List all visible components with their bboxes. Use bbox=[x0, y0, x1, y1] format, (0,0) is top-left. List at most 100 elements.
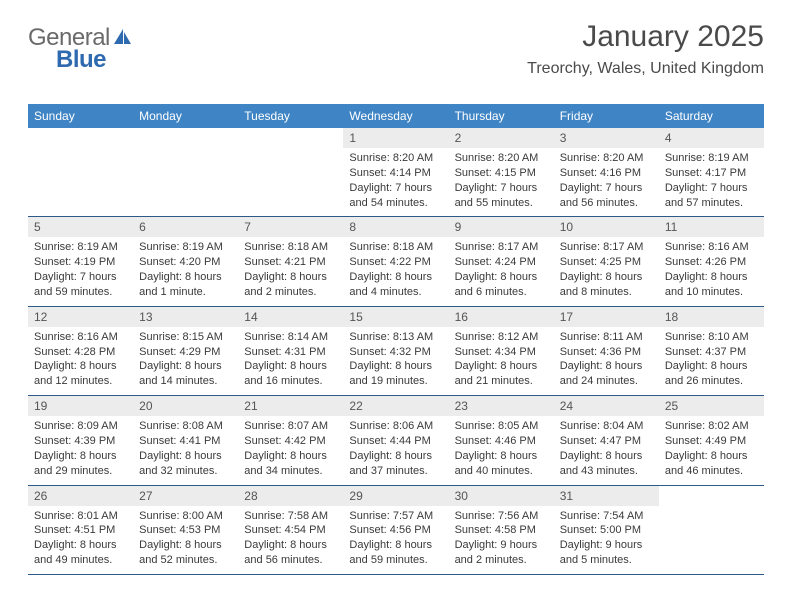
daylight-text: Daylight: 8 hours and 4 minutes. bbox=[349, 270, 442, 300]
day-details: Sunrise: 8:07 AMSunset: 4:42 PMDaylight:… bbox=[238, 416, 343, 484]
day-number: 21 bbox=[238, 396, 343, 416]
calendar-day-cell: 27Sunrise: 8:00 AMSunset: 4:53 PMDayligh… bbox=[133, 485, 238, 574]
calendar-day-cell bbox=[133, 128, 238, 217]
sunset-text: Sunset: 4:44 PM bbox=[349, 434, 442, 449]
day-number: 1 bbox=[343, 128, 448, 148]
sunrise-text: Sunrise: 8:02 AM bbox=[665, 419, 758, 434]
daylight-text: Daylight: 7 hours and 56 minutes. bbox=[560, 181, 653, 211]
daylight-text: Daylight: 8 hours and 14 minutes. bbox=[139, 359, 232, 389]
sunset-text: Sunset: 4:32 PM bbox=[349, 345, 442, 360]
calendar-day-cell: 4Sunrise: 8:19 AMSunset: 4:17 PMDaylight… bbox=[659, 128, 764, 217]
calendar-week-row: 1Sunrise: 8:20 AMSunset: 4:14 PMDaylight… bbox=[28, 128, 764, 217]
sunset-text: Sunset: 4:36 PM bbox=[560, 345, 653, 360]
sunrise-text: Sunrise: 8:16 AM bbox=[34, 330, 127, 345]
calendar-day-cell: 19Sunrise: 8:09 AMSunset: 4:39 PMDayligh… bbox=[28, 396, 133, 485]
calendar-week-row: 5Sunrise: 8:19 AMSunset: 4:19 PMDaylight… bbox=[28, 217, 764, 306]
day-number: 7 bbox=[238, 217, 343, 237]
day-details: Sunrise: 8:18 AMSunset: 4:22 PMDaylight:… bbox=[343, 237, 448, 305]
day-number: 10 bbox=[554, 217, 659, 237]
daylight-text: Daylight: 7 hours and 59 minutes. bbox=[34, 270, 127, 300]
sunrise-text: Sunrise: 7:54 AM bbox=[560, 509, 653, 524]
sunrise-text: Sunrise: 8:05 AM bbox=[455, 419, 548, 434]
day-number: 5 bbox=[28, 217, 133, 237]
day-details: Sunrise: 8:04 AMSunset: 4:47 PMDaylight:… bbox=[554, 416, 659, 484]
calendar-day-cell: 11Sunrise: 8:16 AMSunset: 4:26 PMDayligh… bbox=[659, 217, 764, 306]
day-details: Sunrise: 8:08 AMSunset: 4:41 PMDaylight:… bbox=[133, 416, 238, 484]
day-number: 17 bbox=[554, 307, 659, 327]
sunrise-text: Sunrise: 7:57 AM bbox=[349, 509, 442, 524]
day-number: 31 bbox=[554, 486, 659, 506]
day-number: 15 bbox=[343, 307, 448, 327]
day-details: Sunrise: 8:02 AMSunset: 4:49 PMDaylight:… bbox=[659, 416, 764, 484]
daylight-text: Daylight: 8 hours and 10 minutes. bbox=[665, 270, 758, 300]
sunset-text: Sunset: 4:15 PM bbox=[455, 166, 548, 181]
day-number: 16 bbox=[449, 307, 554, 327]
day-details: Sunrise: 8:20 AMSunset: 4:15 PMDaylight:… bbox=[449, 148, 554, 216]
daylight-text: Daylight: 8 hours and 8 minutes. bbox=[560, 270, 653, 300]
col-sun: Sunday bbox=[28, 104, 133, 128]
daylight-text: Daylight: 9 hours and 5 minutes. bbox=[560, 538, 653, 568]
daylight-text: Daylight: 8 hours and 1 minute. bbox=[139, 270, 232, 300]
logo-sail-icon bbox=[113, 27, 133, 45]
day-number: 24 bbox=[554, 396, 659, 416]
daylight-text: Daylight: 8 hours and 40 minutes. bbox=[455, 449, 548, 479]
sunrise-text: Sunrise: 8:10 AM bbox=[665, 330, 758, 345]
sunset-text: Sunset: 4:29 PM bbox=[139, 345, 232, 360]
sunset-text: Sunset: 4:37 PM bbox=[665, 345, 758, 360]
sunset-text: Sunset: 4:21 PM bbox=[244, 255, 337, 270]
sunrise-text: Sunrise: 8:19 AM bbox=[139, 240, 232, 255]
sunrise-text: Sunrise: 8:15 AM bbox=[139, 330, 232, 345]
day-details: Sunrise: 7:58 AMSunset: 4:54 PMDaylight:… bbox=[238, 506, 343, 574]
daylight-text: Daylight: 8 hours and 56 minutes. bbox=[244, 538, 337, 568]
daylight-text: Daylight: 8 hours and 16 minutes. bbox=[244, 359, 337, 389]
sunset-text: Sunset: 4:58 PM bbox=[455, 523, 548, 538]
sunrise-text: Sunrise: 8:20 AM bbox=[560, 151, 653, 166]
daylight-text: Daylight: 8 hours and 21 minutes. bbox=[455, 359, 548, 389]
sunset-text: Sunset: 4:39 PM bbox=[34, 434, 127, 449]
day-details: Sunrise: 8:13 AMSunset: 4:32 PMDaylight:… bbox=[343, 327, 448, 395]
day-details: Sunrise: 7:56 AMSunset: 4:58 PMDaylight:… bbox=[449, 506, 554, 574]
calendar-day-cell: 3Sunrise: 8:20 AMSunset: 4:16 PMDaylight… bbox=[554, 128, 659, 217]
col-wed: Wednesday bbox=[343, 104, 448, 128]
day-number: 27 bbox=[133, 486, 238, 506]
day-number: 3 bbox=[554, 128, 659, 148]
calendar-day-cell: 25Sunrise: 8:02 AMSunset: 4:49 PMDayligh… bbox=[659, 396, 764, 485]
day-details: Sunrise: 8:16 AMSunset: 4:28 PMDaylight:… bbox=[28, 327, 133, 395]
day-details: Sunrise: 7:54 AMSunset: 5:00 PMDaylight:… bbox=[554, 506, 659, 574]
daylight-text: Daylight: 8 hours and 43 minutes. bbox=[560, 449, 653, 479]
day-number: 14 bbox=[238, 307, 343, 327]
sunrise-text: Sunrise: 8:20 AM bbox=[349, 151, 442, 166]
day-number: 18 bbox=[659, 307, 764, 327]
sunset-text: Sunset: 4:31 PM bbox=[244, 345, 337, 360]
calendar-table: Sunday Monday Tuesday Wednesday Thursday… bbox=[28, 104, 764, 575]
sunset-text: Sunset: 4:20 PM bbox=[139, 255, 232, 270]
sunset-text: Sunset: 4:19 PM bbox=[34, 255, 127, 270]
sunrise-text: Sunrise: 8:19 AM bbox=[665, 151, 758, 166]
sunrise-text: Sunrise: 8:18 AM bbox=[244, 240, 337, 255]
daylight-text: Daylight: 9 hours and 2 minutes. bbox=[455, 538, 548, 568]
daylight-text: Daylight: 8 hours and 24 minutes. bbox=[560, 359, 653, 389]
day-details: Sunrise: 8:15 AMSunset: 4:29 PMDaylight:… bbox=[133, 327, 238, 395]
calendar-day-cell: 8Sunrise: 8:18 AMSunset: 4:22 PMDaylight… bbox=[343, 217, 448, 306]
day-number: 26 bbox=[28, 486, 133, 506]
sunset-text: Sunset: 4:25 PM bbox=[560, 255, 653, 270]
calendar-day-cell: 7 Sunrise: 8:18 AMSunset: 4:21 PMDaylight… bbox=[238, 217, 343, 306]
sunrise-text: Sunrise: 8:06 AM bbox=[349, 419, 442, 434]
sunrise-text: Sunrise: 8:16 AM bbox=[665, 240, 758, 255]
daylight-text: Daylight: 8 hours and 6 minutes. bbox=[455, 270, 548, 300]
daylight-text: Daylight: 8 hours and 37 minutes. bbox=[349, 449, 442, 479]
day-number: 22 bbox=[343, 396, 448, 416]
sunset-text: Sunset: 4:24 PM bbox=[455, 255, 548, 270]
sunrise-text: Sunrise: 8:07 AM bbox=[244, 419, 337, 434]
daylight-text: Daylight: 8 hours and 2 minutes. bbox=[244, 270, 337, 300]
sunrise-text: Sunrise: 8:20 AM bbox=[455, 151, 548, 166]
calendar-day-cell: 23Sunrise: 8:05 AMSunset: 4:46 PMDayligh… bbox=[449, 396, 554, 485]
calendar-day-cell: 2Sunrise: 8:20 AMSunset: 4:15 PMDaylight… bbox=[449, 128, 554, 217]
sunrise-text: Sunrise: 8:17 AM bbox=[455, 240, 548, 255]
sunset-text: Sunset: 4:46 PM bbox=[455, 434, 548, 449]
sunset-text: Sunset: 4:51 PM bbox=[34, 523, 127, 538]
day-details: Sunrise: 8:19 AMSunset: 4:20 PMDaylight:… bbox=[133, 237, 238, 305]
logo-line2: Blue bbox=[28, 46, 106, 74]
calendar-day-cell: 15Sunrise: 8:13 AMSunset: 4:32 PMDayligh… bbox=[343, 306, 448, 395]
day-number: 13 bbox=[133, 307, 238, 327]
